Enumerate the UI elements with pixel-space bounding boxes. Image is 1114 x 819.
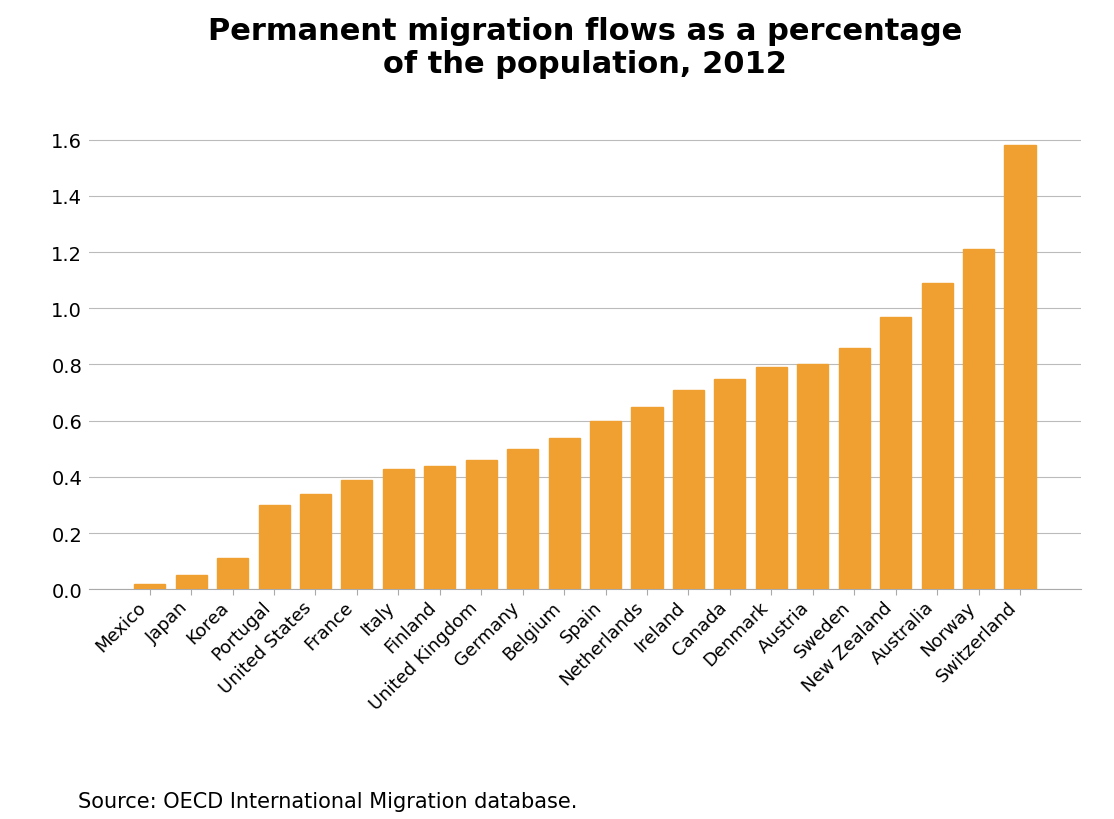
Bar	[590, 421, 622, 590]
Bar	[548, 438, 579, 590]
Bar	[466, 460, 497, 590]
Title: Permanent migration flows as a percentage
of the population, 2012: Permanent migration flows as a percentag…	[207, 16, 962, 79]
Bar	[383, 469, 414, 590]
Bar	[839, 348, 870, 590]
Bar	[673, 391, 704, 590]
Bar	[632, 407, 663, 590]
Bar	[300, 494, 331, 590]
Bar	[217, 559, 248, 590]
Bar	[755, 368, 786, 590]
Bar	[507, 450, 538, 590]
Bar	[176, 576, 207, 590]
Bar	[341, 480, 372, 590]
Bar	[424, 466, 456, 590]
Bar	[880, 317, 911, 590]
Bar	[714, 379, 745, 590]
Bar	[798, 365, 829, 590]
Bar	[921, 283, 952, 590]
Bar	[1005, 146, 1036, 590]
Bar	[962, 250, 994, 590]
Bar	[134, 584, 165, 590]
Text: Source: OECD International Migration database.: Source: OECD International Migration dat…	[78, 791, 577, 811]
Bar	[258, 505, 290, 590]
